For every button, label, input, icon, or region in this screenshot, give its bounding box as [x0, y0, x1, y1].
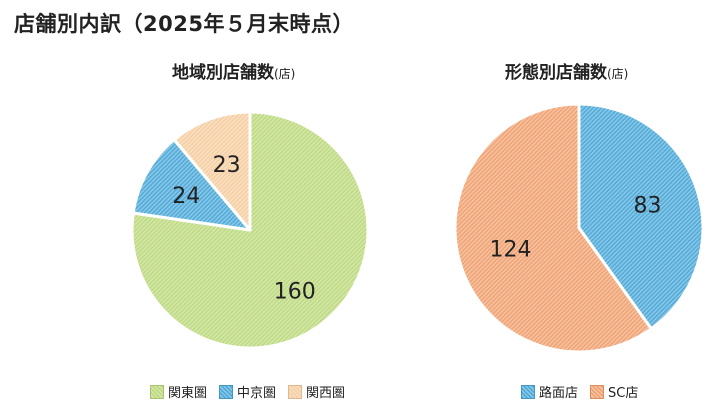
chart-unit-region: (店) [274, 67, 296, 81]
pie-slice-0-2 [172, 110, 252, 232]
data-label-0-0: 160 [274, 279, 316, 304]
legend-label-0-2: 関西圏 [306, 386, 346, 401]
legend-item-0-1: 中京圏 [219, 382, 276, 401]
legend-swatch-0-1 [219, 384, 234, 399]
legend-item-0-0: 関東圏 [150, 382, 207, 401]
legend-label-0-1: 中京圏 [237, 386, 277, 401]
pie-slice-0-1 [131, 138, 252, 232]
legend-swatch-0-2 [288, 384, 303, 399]
pie-slice-1-0 [577, 102, 705, 331]
chart-unit-format: (店) [607, 67, 629, 81]
legend-label-0-0: 関東圏 [168, 386, 208, 401]
chart-title-region: 地域別店舗数(店) [172, 58, 295, 83]
legend-format: 路面店 SC店 [521, 382, 638, 401]
legend-item-0-2: 関西圏 [288, 382, 345, 401]
legend-item-1-0: 路面店 [521, 382, 578, 401]
legend-region: 関東圏 中京圏 関西圏 [150, 382, 345, 401]
pie-region: 160 24 23 [130, 110, 370, 350]
page-title: 店舗別内訳（2025年５月末時点） [14, 12, 354, 36]
pie-slice-1-1 [453, 102, 653, 354]
legend-item-1-1: SC店 [590, 382, 638, 401]
legend-swatch-1-0 [521, 384, 535, 399]
pie-format: 83 124 [453, 102, 705, 354]
pie-slice-0-0 [130, 110, 370, 350]
data-label-1-1: 124 [490, 238, 532, 263]
chart-title-region-text: 地域別店舗数 [172, 63, 274, 83]
legend-label-1-0: 路面店 [539, 386, 579, 401]
legend-label-1-1: SC店 [608, 386, 639, 401]
chart-title-format-text: 形態別店舗数 [505, 63, 607, 83]
legend-swatch-0-0 [150, 384, 164, 399]
legend-swatch-1-1 [590, 384, 605, 399]
data-label-0-2: 23 [213, 153, 241, 178]
data-label-0-1: 24 [172, 184, 200, 209]
chart-title-format: 形態別店舗数(店) [505, 58, 628, 83]
data-label-1-0: 83 [633, 193, 661, 218]
